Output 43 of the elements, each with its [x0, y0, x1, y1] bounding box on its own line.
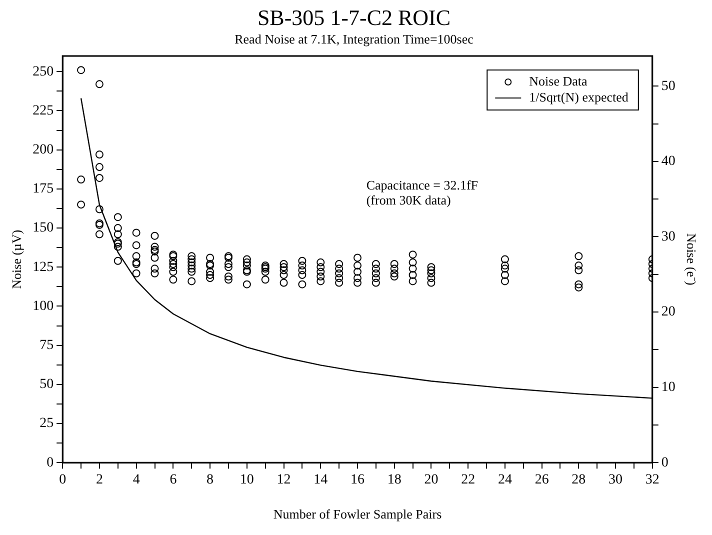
annotation: (from 30K data) — [366, 192, 451, 208]
annotation: Capacitance = 32.1fF — [366, 178, 478, 193]
x-tick-label: 16 — [350, 472, 364, 488]
y-tick-label: 100 — [32, 298, 54, 314]
y-tick-label: 200 — [32, 142, 54, 158]
x-tick-label: 20 — [424, 472, 438, 488]
y-tick-label: 0 — [46, 455, 54, 470]
x-tick-label: 2 — [96, 472, 103, 488]
y-tick-label: 150 — [32, 220, 54, 236]
y2-tick-label: 50 — [661, 78, 676, 94]
y2-tick-label: 0 — [661, 455, 668, 470]
x-tick-label: 22 — [461, 472, 476, 488]
x-tick-label: 0 — [59, 472, 66, 488]
y2-tick-label: 20 — [661, 304, 676, 320]
x-tick-label: 12 — [276, 472, 291, 488]
x-tick-label: 18 — [387, 472, 402, 488]
y2-tick-label: 10 — [661, 380, 676, 395]
y-tick-label: 25 — [40, 416, 54, 432]
x-tick-label: 26 — [534, 472, 549, 488]
y-tick-label: 175 — [32, 182, 54, 197]
x-tick-label: 14 — [314, 472, 328, 488]
x-tick-label: 10 — [240, 472, 254, 488]
x-tick-label: 24 — [498, 472, 512, 488]
y-axis-title: Noise (µV) — [9, 230, 24, 289]
chart-subtitle: Read Noise at 7.1K, Integration Time=100sec — [234, 32, 474, 47]
y2-tick-label: 40 — [661, 154, 676, 170]
legend-label: Noise Data — [529, 73, 588, 88]
y2-tick-label: 30 — [661, 229, 676, 244]
x-tick-label: 4 — [132, 472, 140, 488]
x-tick-label: 32 — [645, 472, 660, 488]
legend-label: 1/Sqrt(N) expected — [529, 89, 629, 104]
y-tick-label: 250 — [32, 64, 54, 80]
y-tick-label: 75 — [40, 338, 54, 353]
y-tick-label: 225 — [32, 103, 54, 118]
y-tick-label: 125 — [32, 260, 54, 275]
x-tick-label: 8 — [206, 472, 214, 488]
y-tick-label: 50 — [40, 377, 54, 392]
x-tick-label: 6 — [170, 472, 177, 488]
x-tick-label: 28 — [572, 472, 586, 488]
x-axis-title: Number of Fowler Sample Pairs — [273, 506, 442, 522]
chart-title: SB-305 1-7-C2 ROIC — [257, 4, 451, 30]
y2-axis-title: Noise (e⁻) — [684, 233, 699, 286]
x-tick-label: 30 — [608, 472, 623, 488]
